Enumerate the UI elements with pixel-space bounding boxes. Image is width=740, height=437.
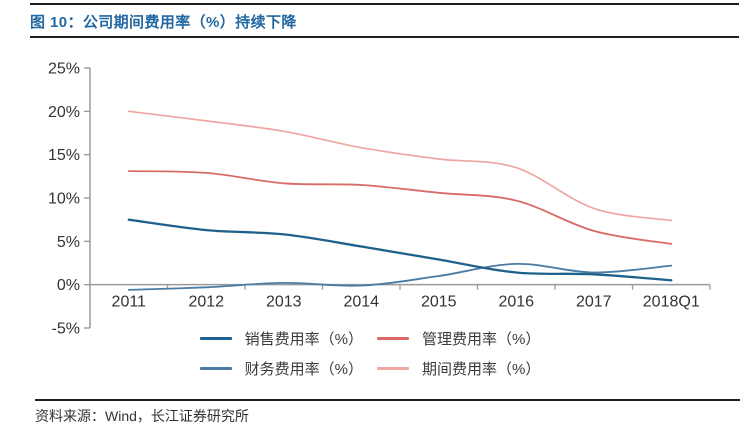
footer-rule <box>35 399 740 401</box>
x-tick-label: 2017 <box>576 294 612 311</box>
x-tick-label: 2018Q1 <box>643 294 700 311</box>
y-tick-label: -5% <box>52 321 80 337</box>
legend-item-selling: 销售费用率（%） <box>199 328 363 349</box>
legend-label-selling: 销售费用率（%） <box>244 331 363 348</box>
series-selling-line <box>127 218 673 282</box>
series-period-line <box>127 110 673 222</box>
selling-line-swatch <box>199 337 232 340</box>
x-tick-label: 2012 <box>188 294 224 311</box>
x-tick-label: 2014 <box>343 294 379 311</box>
source-attribution: 资料来源：Wind，长江证券研究所 <box>35 408 249 424</box>
legend-item-period: 期间费用率（%） <box>377 358 540 379</box>
legend-label-admin: 管理费用率（%） <box>422 331 541 348</box>
legend-item-finance: 财务费用率（%） <box>199 358 363 379</box>
period-line-swatch <box>377 367 409 370</box>
legend-label-period: 期间费用率（%） <box>422 361 541 378</box>
legend-label-finance: 财务费用率（%） <box>244 361 363 378</box>
series-finance-line <box>127 262 673 291</box>
legend-item-admin: 管理费用率（%） <box>377 328 540 349</box>
finance-line-swatch <box>199 367 232 370</box>
y-tick-label: 10% <box>48 191 80 208</box>
chart-legend: 销售费用率（%） 管理费用率（%） 财务费用率（%） 期间费用率（%） <box>0 328 740 379</box>
top-rule <box>30 3 739 5</box>
y-tick-label: 25% <box>48 61 80 78</box>
series-admin-line <box>127 170 673 245</box>
expense-ratio-line-chart: 25% 20% 15% 10% 5% 0% -5% 2011 2012 2013 2014 2015 2… <box>48 61 711 337</box>
admin-line-swatch <box>377 337 409 340</box>
x-tick-label: 2013 <box>266 294 302 311</box>
title-rule <box>30 36 739 38</box>
y-tick-label: 15% <box>48 147 80 164</box>
x-tick-label: 2015 <box>421 294 457 311</box>
x-tick-label: 2011 <box>112 294 147 311</box>
figure-title: 图 10：公司期间费用率（%）持续下降 <box>30 14 297 31</box>
y-tick-label: 5% <box>57 234 80 251</box>
y-tick-label: 0% <box>57 277 80 294</box>
x-tick-label: 2016 <box>498 294 534 311</box>
y-tick-label: 20% <box>48 104 80 121</box>
